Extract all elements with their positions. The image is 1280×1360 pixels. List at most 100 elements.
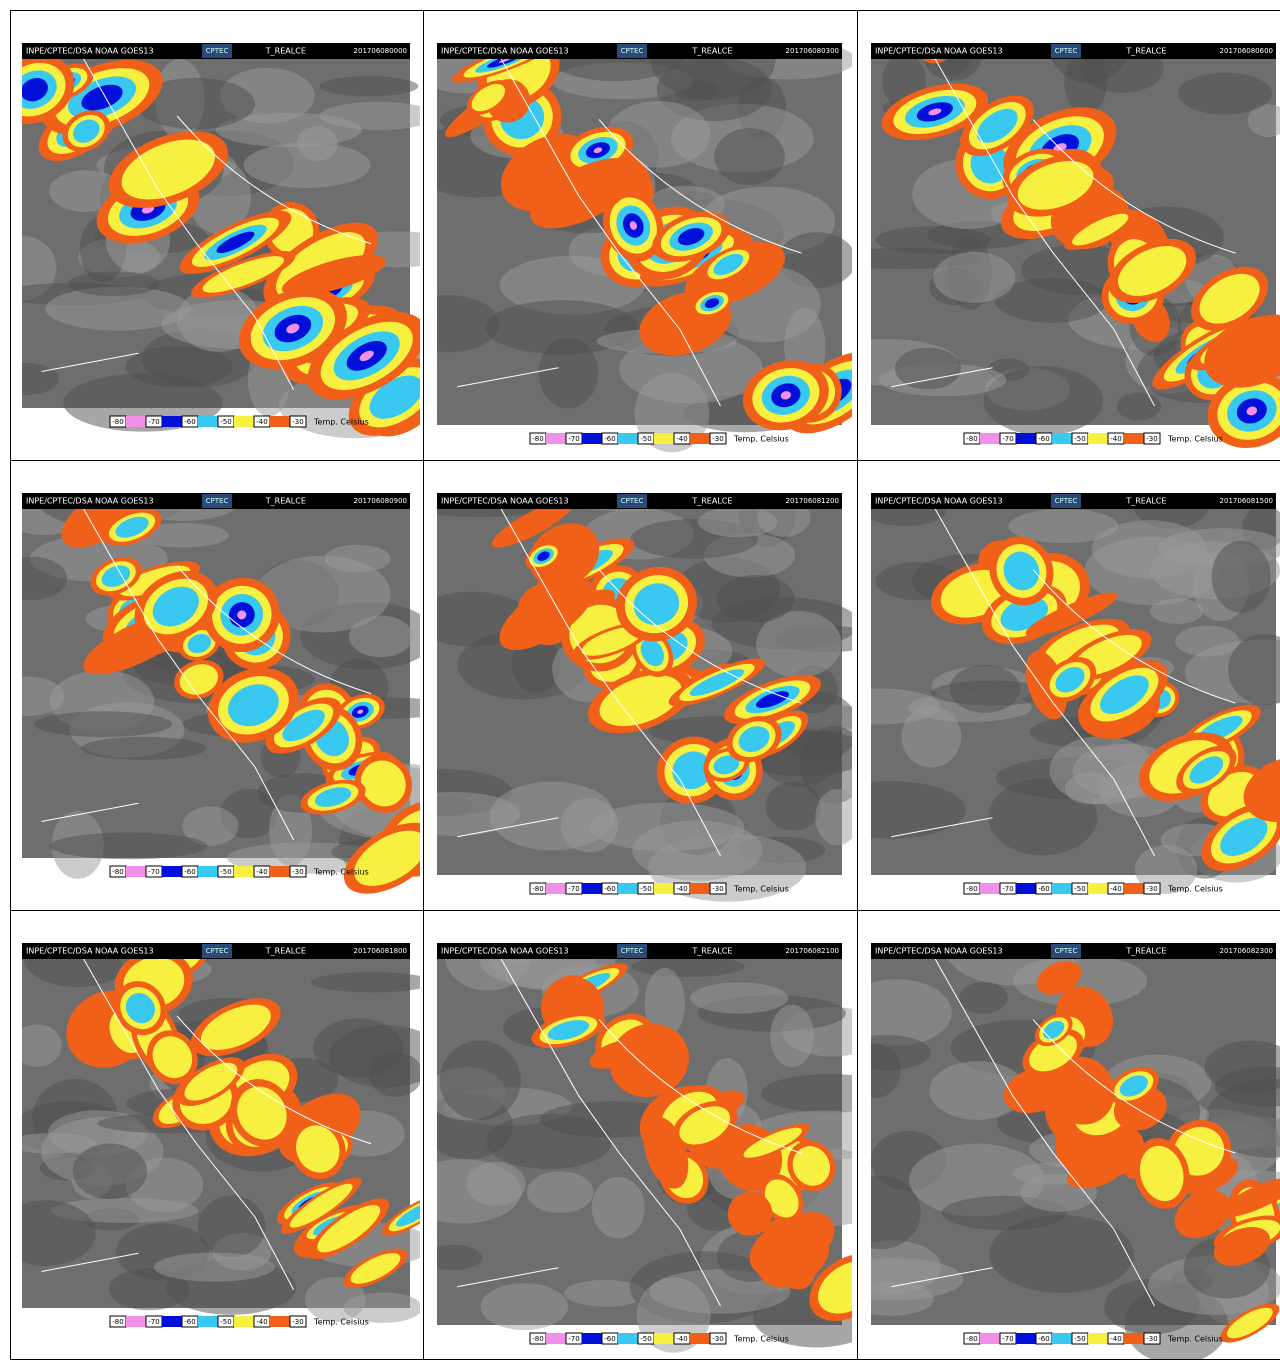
legend-unit: Temp. Celsius [1167, 435, 1223, 444]
legend-swatch [126, 866, 146, 877]
legend-swatch [234, 416, 254, 427]
legend-label: -50 [640, 1335, 651, 1343]
cloud-texture [717, 575, 795, 623]
legend-label: -70 [568, 1335, 579, 1343]
legend-swatch [654, 1333, 674, 1344]
header-timestamp: 201706080000 [354, 47, 407, 55]
image-cell: INPE/CPTEC/DSA NOAA GOES13CPTECT_REALCE2… [423, 10, 858, 461]
cloud-texture [68, 271, 160, 296]
legend-label: -40 [1110, 885, 1121, 893]
legend-label: -50 [1074, 885, 1085, 893]
legend-swatch [234, 866, 254, 877]
cloud-texture [527, 1171, 594, 1213]
image-cell: INPE/CPTEC/DSA NOAA GOES13CPTECT_REALCE2… [423, 910, 858, 1360]
legend-swatch [1124, 883, 1144, 894]
legend-label: -30 [292, 418, 303, 426]
legend-swatch [270, 1316, 290, 1327]
legend-label: -70 [148, 418, 159, 426]
header-timestamp: 201706080300 [786, 47, 839, 55]
legend-swatch [162, 416, 182, 427]
header-logo: CPTEC [1055, 947, 1078, 955]
legend-label: -50 [640, 435, 651, 443]
header-product: T_REALCE [1125, 497, 1166, 506]
legend-label: -70 [148, 868, 159, 876]
legend-swatch [980, 433, 1000, 444]
header-logo: CPTEC [206, 947, 229, 955]
legend-label: -50 [1074, 435, 1085, 443]
header-source: INPE/CPTEC/DSA NOAA GOES13 [875, 947, 1003, 956]
legend-label: -70 [568, 435, 579, 443]
legend-swatch [654, 883, 674, 894]
legend-swatch [162, 1316, 182, 1327]
cloud-texture [592, 1177, 645, 1239]
legend-label: -70 [1002, 435, 1013, 443]
legend-label: -40 [1110, 435, 1121, 443]
cloud-texture [766, 782, 822, 831]
header-product: T_REALCE [1125, 47, 1166, 56]
header-timestamp: 201706080900 [354, 497, 407, 505]
legend-label: -50 [220, 868, 231, 876]
header-source: INPE/CPTEC/DSA NOAA GOES13 [875, 47, 1003, 56]
legend-label: -80 [112, 868, 123, 876]
legend-label: -60 [1038, 435, 1049, 443]
header-logo: CPTEC [621, 47, 644, 55]
legend-label: -40 [676, 1335, 687, 1343]
cloud-texture [73, 1143, 147, 1199]
legend-label: -80 [532, 885, 543, 893]
legend-swatch [582, 883, 602, 894]
legend-label: -50 [1074, 1335, 1085, 1343]
header-logo: CPTEC [206, 47, 229, 55]
legend-swatch [582, 433, 602, 444]
cloud-texture [50, 833, 207, 860]
satellite-image: INPE/CPTEC/DSA NOAA GOES13CPTECT_REALCE2… [437, 943, 852, 1360]
legend-label: -60 [604, 1335, 615, 1343]
legend-swatch [1016, 1333, 1036, 1344]
legend-swatch [162, 866, 182, 877]
legend-label: -80 [112, 1318, 123, 1326]
legend-label: -50 [220, 418, 231, 426]
legend-label: -40 [256, 1318, 267, 1326]
image-cell: INPE/CPTEC/DSA NOAA GOES13CPTECT_REALCE2… [857, 460, 1280, 911]
cloud-texture [933, 252, 1015, 303]
cloud-texture [481, 1283, 569, 1330]
page: INPE/CPTEC/DSA NOAA GOES13 CPTEC T_REALCE 2… [0, 0, 1280, 1352]
legend-swatch [126, 1316, 146, 1327]
header-logo: CPTEC [1055, 497, 1078, 505]
header-source: INPE/CPTEC/DSA NOAA GOES13 [875, 497, 1003, 506]
legend-label: -80 [966, 435, 977, 443]
image-cell: INPE/CPTEC/DSA NOAA GOES13CPTECT_REALCE2… [423, 460, 858, 911]
header-logo: CPTEC [206, 497, 229, 505]
header-product: T_REALCE [691, 47, 732, 56]
cloud-texture [632, 956, 744, 977]
legend-label: -70 [1002, 885, 1013, 893]
legend-swatch [546, 1333, 566, 1344]
cloud-texture [1150, 598, 1203, 624]
legend-swatch [198, 416, 218, 427]
header-source: INPE/CPTEC/DSA NOAA GOES13 [26, 47, 154, 56]
header-product: T_REALCE [1125, 947, 1166, 956]
legend-swatch [690, 433, 710, 444]
legend-label: -60 [604, 435, 615, 443]
legend-swatch [618, 883, 638, 894]
legend-swatch [270, 416, 290, 427]
header-product: T_REALCE [691, 947, 732, 956]
cloud-texture [81, 737, 206, 760]
legend-label: -40 [676, 885, 687, 893]
header-timestamp: 201706082100 [786, 947, 839, 955]
legend-label: -60 [604, 885, 615, 893]
cloud-texture [244, 143, 371, 188]
cloud-texture [440, 1041, 521, 1121]
legend-label: -30 [1146, 435, 1157, 443]
legend-swatch [618, 433, 638, 444]
cloud-texture [198, 1195, 266, 1257]
legend-label: -70 [148, 1318, 159, 1326]
cloud-texture [1117, 393, 1162, 421]
legend-label: -40 [256, 868, 267, 876]
legend-unit: Temp. Celsius [733, 435, 789, 444]
legend-swatch [654, 433, 674, 444]
image-cell: INPE/CPTEC/DSA NOAA GOES13CPTECT_REALCE2… [857, 10, 1280, 461]
legend-label: -30 [292, 1318, 303, 1326]
